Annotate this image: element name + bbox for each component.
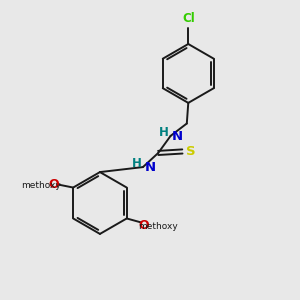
Text: N: N: [144, 161, 155, 174]
Text: Cl: Cl: [182, 12, 195, 25]
Text: H: H: [159, 126, 169, 139]
Text: O: O: [49, 178, 59, 190]
Text: methoxy: methoxy: [21, 181, 61, 190]
Text: O: O: [138, 219, 149, 232]
Text: S: S: [186, 145, 196, 158]
Text: methoxy: methoxy: [138, 222, 178, 231]
Text: N: N: [172, 130, 183, 143]
Text: H: H: [131, 157, 141, 170]
